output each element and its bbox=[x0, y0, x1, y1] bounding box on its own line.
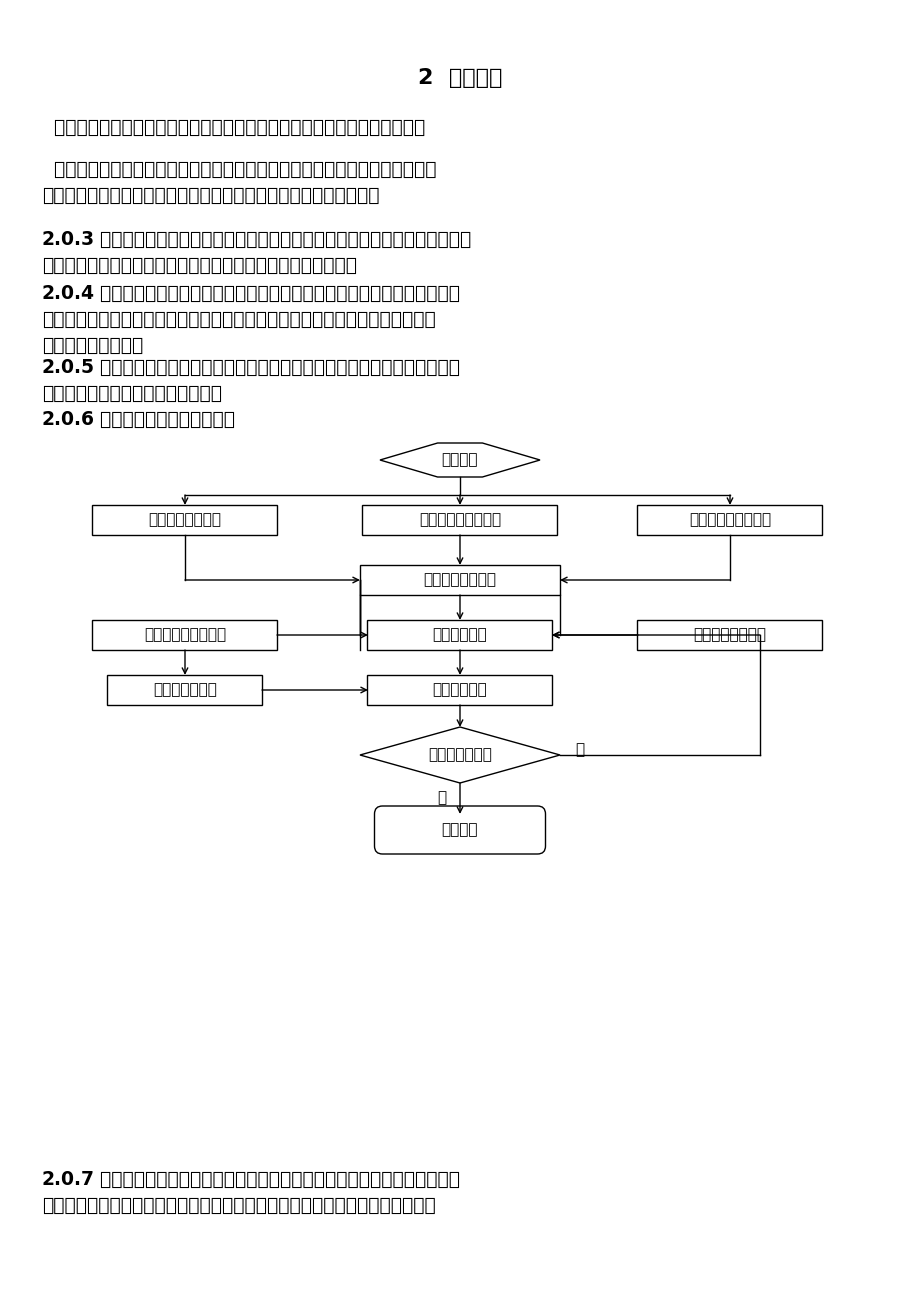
Text: 隧道施工现场灾害事故发生后，应立即按规定启动现场应急预案，成立现: 隧道施工现场灾害事故发生后，应立即按规定启动现场应急预案，成立现 bbox=[94, 358, 460, 378]
Polygon shape bbox=[359, 727, 560, 783]
Text: 事故现场紧急处置: 事故现场紧急处置 bbox=[423, 573, 496, 587]
FancyBboxPatch shape bbox=[367, 674, 552, 704]
Text: 火灾等不同风险类型和等级分别制定针对性的救援方案和措施。: 火灾等不同风险类型和等级分别制定针对性的救援方案和措施。 bbox=[42, 256, 357, 275]
Text: 分级启动应急预案: 分级启动应急预案 bbox=[148, 513, 221, 527]
Text: 建设各方应编制抢险救援预案，抢险救援预案应结合具体隧道坍塌、水灾、: 建设各方应编制抢险救援预案，抢险救援预案应结合具体隧道坍塌、水灾、 bbox=[94, 230, 471, 249]
FancyBboxPatch shape bbox=[637, 505, 822, 535]
Polygon shape bbox=[380, 443, 539, 477]
FancyBboxPatch shape bbox=[637, 620, 822, 650]
FancyBboxPatch shape bbox=[367, 620, 552, 650]
Text: 现场加固、处理: 现场加固、处理 bbox=[153, 682, 217, 698]
Text: 铁路隧道施工企业、项目部应分层次组建训练有素的抢险救援队伍，配置: 铁路隧道施工企业、项目部应分层次组建训练有素的抢险救援队伍，配置 bbox=[94, 284, 460, 303]
Text: 方案可行性验证: 方案可行性验证 bbox=[427, 747, 492, 763]
Text: 先进、高效的救援设备，形成统一领导、分级负责、反应迅速、协调有序的铁路: 先进、高效的救援设备，形成统一领导、分级负责、反应迅速、协调有序的铁路 bbox=[42, 310, 436, 329]
Text: 救援结束: 救援结束 bbox=[441, 823, 478, 837]
Text: 否: 否 bbox=[574, 742, 584, 758]
Text: 工序为作业人员配备便携式急救包，不同地段设置移动式、固定式急救箱，结合: 工序为作业人员配备便携式急救包，不同地段设置移动式、固定式急救箱，结合 bbox=[42, 1197, 436, 1215]
Text: 2.0.5: 2.0.5 bbox=[42, 358, 95, 378]
Text: 声光报警、人员自救: 声光报警、人员自救 bbox=[688, 513, 770, 527]
FancyBboxPatch shape bbox=[362, 505, 557, 535]
FancyBboxPatch shape bbox=[359, 565, 560, 595]
Text: 铁路隧道施工抢险救援应按照国家和铁道部现行的有关法律、法规、规章和标: 铁路隧道施工抢险救援应按照国家和铁道部现行的有关法律、法规、规章和标 bbox=[42, 160, 436, 178]
Text: 隧道抢险救援体系。: 隧道抢险救援体系。 bbox=[42, 336, 143, 355]
Text: 2.0.7: 2.0.7 bbox=[42, 1170, 95, 1189]
Text: 2  基本规定: 2 基本规定 bbox=[417, 68, 502, 89]
Text: 场救援指挥机构并及时按程序上报。: 场救援指挥机构并及时按程序上报。 bbox=[42, 384, 221, 404]
Text: 是: 是 bbox=[437, 790, 446, 806]
Text: 现场基本情况调查: 现场基本情况调查 bbox=[693, 628, 766, 642]
Text: 2.0.4: 2.0.4 bbox=[42, 284, 95, 303]
FancyBboxPatch shape bbox=[93, 620, 278, 650]
Text: 准规定，成立抢险救援组织机构，分级响应、指挥和协调救援行动。: 准规定，成立抢险救援组织机构，分级响应、指挥和协调救援行动。 bbox=[42, 186, 380, 204]
Text: 2.0.6: 2.0.6 bbox=[42, 410, 95, 428]
FancyBboxPatch shape bbox=[374, 806, 545, 854]
Text: 抢险救援应遵循如下程序：: 抢险救援应遵循如下程序： bbox=[94, 410, 234, 428]
Text: 事故发生: 事故发生 bbox=[441, 453, 478, 467]
Text: 实施救援方案: 实施救援方案 bbox=[432, 682, 487, 698]
Text: 铁路隧道施工应建立健全工作场所急救箱（包）配置制度，根据隧道不同: 铁路隧道施工应建立健全工作场所急救箱（包）配置制度，根据隧道不同 bbox=[94, 1170, 460, 1189]
Text: 铁路隧道施工抢险救援应重点做好组织指挥、救援方案、队伍设备等工作。: 铁路隧道施工抢险救援应重点做好组织指挥、救援方案、队伍设备等工作。 bbox=[42, 118, 425, 137]
Text: 2.0.3: 2.0.3 bbox=[42, 230, 95, 249]
Text: 救援环境监测、分析: 救援环境监测、分析 bbox=[143, 628, 226, 642]
Text: 确定救援方案: 确定救援方案 bbox=[432, 628, 487, 642]
FancyBboxPatch shape bbox=[108, 674, 262, 704]
FancyBboxPatch shape bbox=[93, 505, 278, 535]
Text: 按程序进行事故报告: 按程序进行事故报告 bbox=[418, 513, 501, 527]
